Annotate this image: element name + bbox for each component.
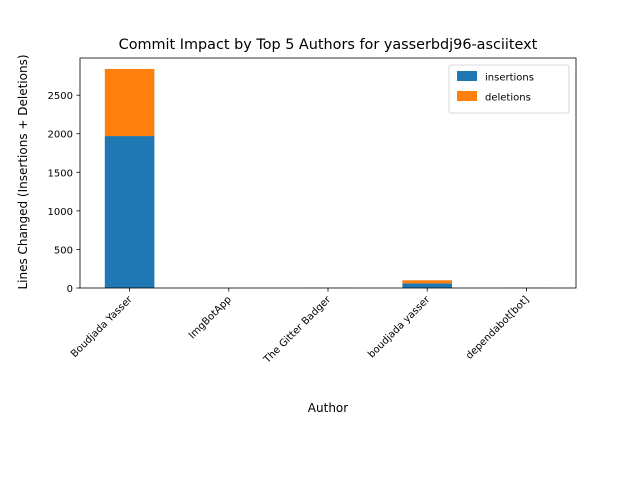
y-tick-label: 500 [54,245,73,256]
y-tick-label: 2500 [48,91,73,102]
x-tick-label: boudjada yasser [366,294,433,361]
y-tick-label: 1500 [48,168,73,179]
y-tick-label: 0 [67,284,73,295]
legend-label-deletions: deletions [485,93,531,104]
legend-box [448,64,570,114]
y-tick-label: 2000 [48,130,73,141]
legend-label-insertions: insertions [485,73,534,84]
x-axis-label: Author [308,401,348,415]
bar-insertions-3 [402,283,452,288]
y-tick-label: 1000 [48,207,73,218]
x-axis: Boudjada Yasser ImgBotApp The Gitter Badge… [69,288,532,366]
legend: insertions deletions [448,64,570,114]
bar-insertions-0 [104,136,155,288]
y-axis: 0 500 1000 1500 2000 2500 [48,91,80,295]
bar-deletions-3 [402,280,452,284]
x-tick-label: dependabot[bot] [464,294,532,362]
bar-deletions-0 [104,68,155,137]
x-tick-label: ImgBotApp [187,294,234,341]
legend-swatch-insertions [457,71,477,81]
chart-title: Commit Impact by Top 5 Authors for yasse… [119,37,538,53]
y-axis-label: Lines Changed (Insertions + Deletions) [16,54,30,289]
legend-swatch-deletions [457,91,477,101]
x-tick-label: The Gitter Badger [261,294,333,366]
plot-area [79,57,577,289]
x-tick-label: Boudjada Yasser [69,294,135,360]
